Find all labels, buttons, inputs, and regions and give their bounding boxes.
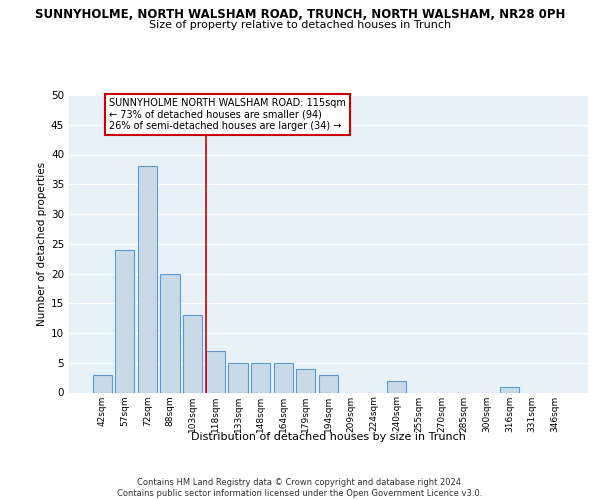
Bar [500, 386, 519, 392]
Bar [296, 368, 316, 392]
Bar [160, 274, 180, 392]
Text: Size of property relative to detached houses in Trunch: Size of property relative to detached ho… [149, 20, 451, 30]
Bar [92, 374, 112, 392]
Bar [251, 363, 270, 392]
Bar [115, 250, 134, 392]
Bar [274, 363, 293, 392]
Text: SUNNYHOLME, NORTH WALSHAM ROAD, TRUNCH, NORTH WALSHAM, NR28 0PH: SUNNYHOLME, NORTH WALSHAM ROAD, TRUNCH, … [35, 8, 565, 20]
Bar [138, 166, 157, 392]
Bar [387, 380, 406, 392]
Bar [319, 374, 338, 392]
Bar [183, 315, 202, 392]
Y-axis label: Number of detached properties: Number of detached properties [37, 162, 47, 326]
Text: Distribution of detached houses by size in Trunch: Distribution of detached houses by size … [191, 432, 466, 442]
Text: Contains HM Land Registry data © Crown copyright and database right 2024.
Contai: Contains HM Land Registry data © Crown c… [118, 478, 482, 498]
Text: SUNNYHOLME NORTH WALSHAM ROAD: 115sqm
← 73% of detached houses are smaller (94)
: SUNNYHOLME NORTH WALSHAM ROAD: 115sqm ← … [109, 98, 346, 131]
Bar [229, 363, 248, 392]
Bar [206, 351, 225, 393]
